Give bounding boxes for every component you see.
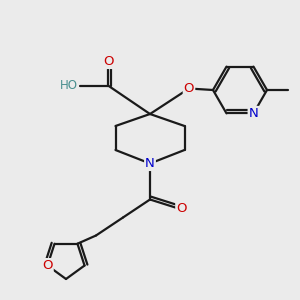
Text: O: O (42, 259, 53, 272)
Text: HO: HO (60, 79, 78, 92)
Text: O: O (176, 202, 187, 215)
Text: O: O (103, 55, 113, 68)
Text: O: O (184, 82, 194, 95)
Text: N: N (145, 157, 155, 170)
Text: N: N (249, 107, 258, 120)
